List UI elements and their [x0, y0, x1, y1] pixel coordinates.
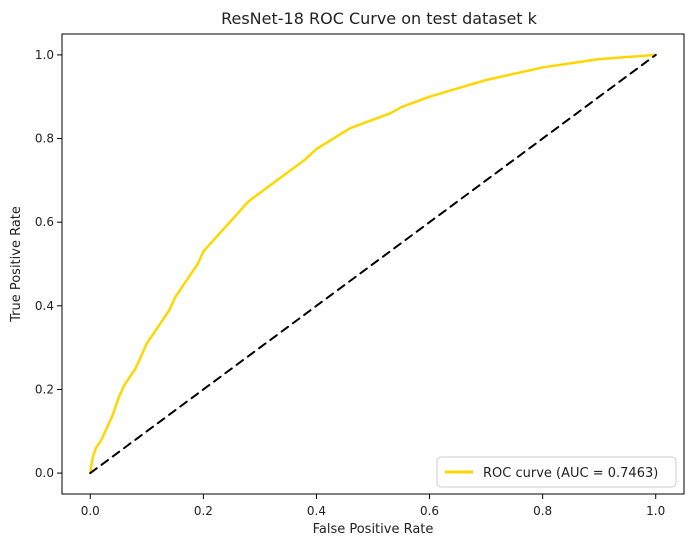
x-axis-label: False Positive Rate: [313, 522, 434, 537]
legend-box: [436, 456, 677, 488]
x-tick-label: 0.0: [81, 504, 100, 518]
x-tick-label: 0.2: [194, 504, 213, 518]
y-tick-label: 0.6: [35, 215, 54, 229]
chart-title: ResNet-18 ROC Curve on test dataset k: [221, 9, 538, 28]
x-axis-ticks: 0.0 0.2 0.4 0.6 0.8 1.0: [81, 494, 665, 518]
x-tick-label: 0.8: [533, 504, 552, 518]
y-tick-label: 0.4: [35, 299, 54, 313]
legend: ROC curve (AUC = 0.7463): [436, 456, 677, 488]
diagonal-reference-line: [89, 53, 657, 475]
y-axis-ticks: 0.0 0.2 0.4 0.6 0.8 1.0: [35, 48, 62, 480]
y-tick-label: 0.8: [35, 132, 54, 146]
plot-lines: [89, 53, 657, 475]
y-tick-label: 0.2: [35, 382, 54, 396]
roc-curve-line: [89, 53, 657, 475]
y-tick-label: 0.0: [35, 466, 54, 480]
plot-frame: [61, 33, 685, 495]
y-axis-label: True Positive Rate: [9, 206, 24, 323]
legend-label-roc-curve: ROC curve (AUC = 0.7463): [483, 466, 658, 481]
y-tick-label: 1.0: [35, 48, 54, 62]
x-tick-label: 1.0: [646, 504, 665, 518]
x-tick-label: 0.4: [307, 504, 326, 518]
x-tick-label: 0.6: [420, 504, 439, 518]
